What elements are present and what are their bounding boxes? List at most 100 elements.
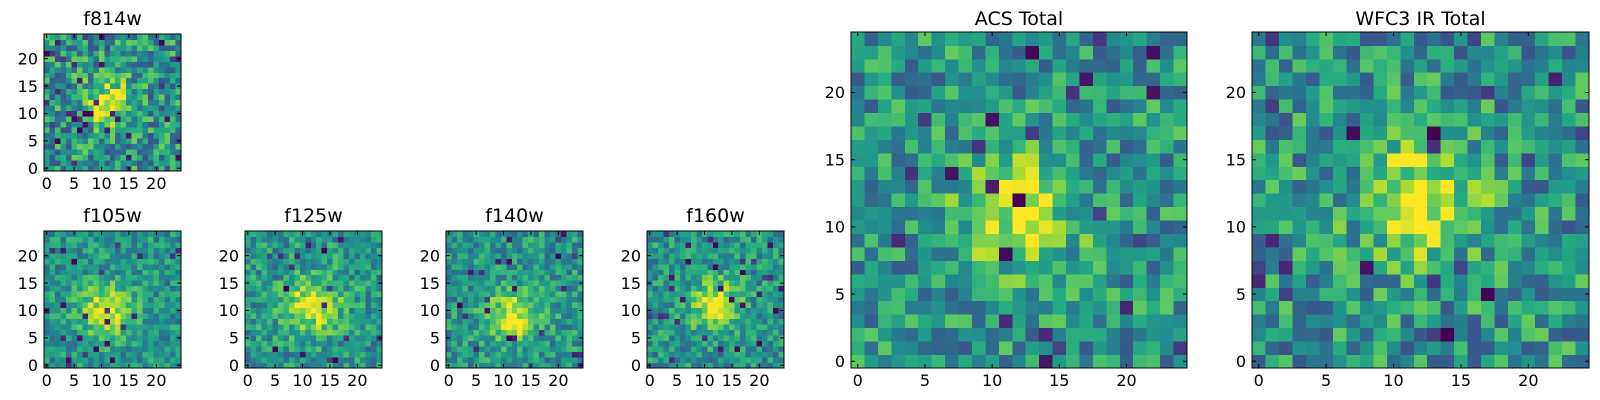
heatmap-cell [76,39,83,46]
heatmap-cell [71,324,78,331]
heatmap-cell [104,77,111,84]
heatmap-cell [120,77,127,84]
heatmap-cell [349,335,355,341]
heatmap-cell [1146,179,1161,194]
heatmap-cell [718,280,725,287]
heatmap-cell [343,241,350,248]
heatmap-cell [104,362,111,369]
heatmap-cell [657,302,664,309]
heatmap-cell [93,291,100,298]
heatmap-cell [365,252,372,259]
heatmap-cell [971,112,986,127]
heatmap-cell [120,247,127,254]
heatmap-cell [456,296,463,303]
heatmap-cell [729,285,736,292]
heatmap-cell [305,346,312,352]
heatmap-cell [310,291,317,298]
heatmap-cell [255,346,262,352]
heatmap-cell [310,340,317,347]
heatmap-cell [255,241,262,248]
heatmap-cell [767,280,774,287]
heatmap-cell [945,85,959,100]
heatmap-cell [734,285,741,292]
heatmap-cell [1146,260,1161,275]
heatmap-cell [170,66,176,73]
heatmap-cell [773,291,779,298]
heatmap-cell [153,302,160,309]
heatmap-cell [484,335,491,341]
heatmap-cell [734,351,741,358]
heatmap-cell [164,346,171,352]
heatmap-cell [294,280,301,287]
heatmap-cell [44,99,50,106]
heatmap-cell [255,285,262,292]
axes-frame [646,230,785,369]
heatmap-cell [550,340,556,347]
heatmap-cell [354,291,361,298]
heatmap-cell [762,296,768,303]
heatmap-cell [1265,32,1280,46]
heatmap-cell [294,357,301,363]
y-tick-label: 0 [229,356,239,375]
heatmap-cell [288,362,295,369]
heatmap-cell [170,55,176,62]
heatmap-cell [745,241,752,248]
heatmap-cell [685,362,692,369]
heatmap-cell [778,285,785,292]
heatmap-cell [533,318,540,325]
heatmap-cell [294,307,301,314]
heatmap-cell [723,241,730,248]
heatmap-cell [1400,179,1415,194]
heatmap-cell [931,179,946,194]
heatmap-cell [137,66,144,73]
heatmap-cell [360,247,366,254]
x-tick-label: 20 [1116,371,1136,390]
heatmap-cell [1400,260,1415,275]
heatmap-cell [1119,112,1134,127]
heatmap-cell [115,110,122,117]
heatmap-cell [500,236,507,243]
heatmap-cell [266,335,273,341]
heatmap-cell [153,88,160,95]
heatmap-cell [539,231,546,237]
y-tick-label: 15 [18,274,38,293]
heatmap-cell [762,318,768,325]
y-tick-label: 20 [219,246,239,265]
heatmap-cell [767,269,774,276]
heatmap-cell [54,55,61,62]
heatmap-cell [316,269,323,276]
heatmap-cell [1467,341,1482,355]
heatmap-cell [164,149,171,155]
heatmap-cell [327,318,334,325]
heatmap-cell [76,94,83,101]
heatmap-cell [891,45,906,60]
heatmap-cell [137,269,144,276]
heatmap-cell [533,291,540,298]
heatmap-cell [1092,247,1107,261]
heatmap-cell [511,263,518,270]
heatmap-cell [332,258,339,265]
heatmap-cell [54,66,61,73]
heatmap-cell [1160,32,1174,46]
heatmap-cell [478,346,485,352]
heatmap-cell [511,285,518,292]
heatmap-cell [931,300,946,315]
heatmap-cell [945,287,959,302]
heatmap-cell [778,231,785,237]
heatmap-cell [1252,126,1266,140]
heatmap-cell [1012,32,1027,46]
heatmap-cell [773,252,779,259]
heatmap-cell [1133,220,1148,234]
heatmap-cell [522,302,529,309]
heatmap-cell [511,340,518,347]
heatmap-cell [310,329,317,336]
heatmap-cell [773,296,779,303]
heatmap-cell [696,307,703,314]
heatmap-cell [142,143,149,150]
heatmap-cell [506,291,513,298]
heatmap-cell [159,83,165,90]
heatmap-cell [1119,341,1134,355]
heatmap-cell [1535,45,1549,60]
heatmap-cell [767,258,774,265]
heatmap-cell [126,357,133,363]
